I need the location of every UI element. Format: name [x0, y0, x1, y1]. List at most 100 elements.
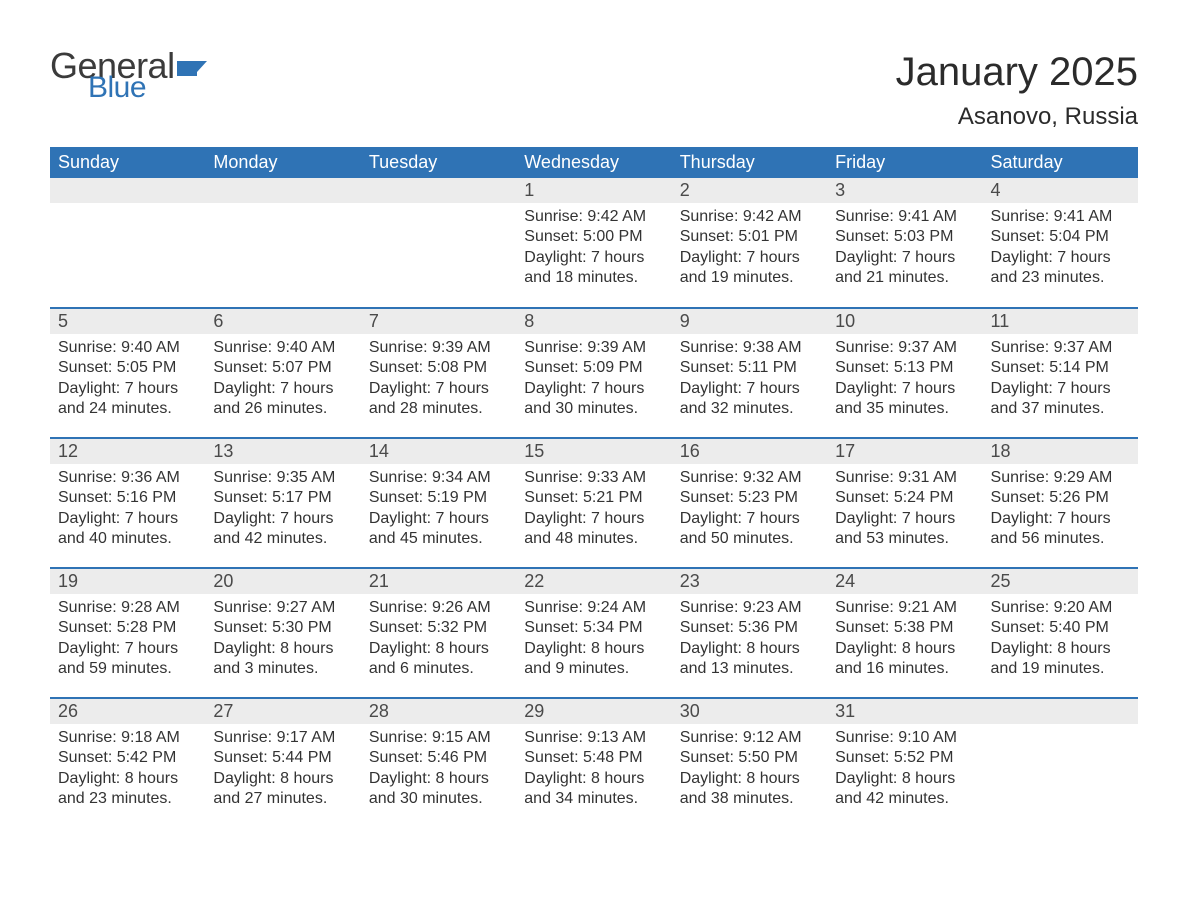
sunrise-line: Sunrise: 9:15 AM	[369, 728, 508, 748]
weekday-header: Wednesday	[516, 147, 671, 178]
daylight-minutes: 40	[89, 530, 107, 547]
day-body: Sunrise: 9:39 AMSunset: 5:08 PMDaylight:…	[361, 334, 516, 428]
calendar-cell: 14Sunrise: 9:34 AMSunset: 5:19 PMDayligh…	[361, 438, 516, 568]
sunrise-line: Sunrise: 9:35 AM	[213, 468, 352, 488]
daylight-minutes: 19	[1022, 660, 1040, 677]
sunrise-value: 9:23 AM	[743, 599, 802, 616]
day-body: Sunrise: 9:28 AMSunset: 5:28 PMDaylight:…	[50, 594, 205, 688]
day-number: 4	[983, 178, 1138, 203]
daylight-minutes: 23	[89, 790, 107, 807]
sunset-value: 5:46 PM	[428, 749, 488, 766]
daylight-hours: 8	[591, 770, 600, 787]
sunset-line: Sunset: 5:03 PM	[835, 227, 974, 247]
calendar-cell	[983, 698, 1138, 828]
daylight-line: Daylight: 8 hours and 23 minutes.	[58, 769, 197, 810]
daylight-line: Daylight: 8 hours and 6 minutes.	[369, 639, 508, 680]
sunrise-value: 9:18 AM	[121, 729, 180, 746]
sunset-value: 5:52 PM	[894, 749, 954, 766]
sunrise-value: 9:15 AM	[432, 729, 491, 746]
daylight-minutes: 19	[711, 269, 729, 286]
sunset-line: Sunset: 5:40 PM	[991, 618, 1130, 638]
daylight-hours: 8	[902, 640, 911, 657]
sunrise-value: 9:32 AM	[743, 469, 802, 486]
daylight-minutes: 6	[400, 660, 409, 677]
sunrise-value: 9:42 AM	[587, 208, 646, 225]
sunrise-line: Sunrise: 9:33 AM	[524, 468, 663, 488]
sunrise-line: Sunrise: 9:10 AM	[835, 728, 974, 748]
weekday-header: Friday	[827, 147, 982, 178]
day-body: Sunrise: 9:40 AMSunset: 5:05 PMDaylight:…	[50, 334, 205, 428]
day-body: Sunrise: 9:41 AMSunset: 5:03 PMDaylight:…	[827, 203, 982, 297]
sunrise-line: Sunrise: 9:18 AM	[58, 728, 197, 748]
day-number: 24	[827, 569, 982, 594]
day-body: Sunrise: 9:10 AMSunset: 5:52 PMDaylight:…	[827, 724, 982, 818]
daylight-hours: 7	[1057, 510, 1066, 527]
daylight-hours: 7	[902, 380, 911, 397]
day-body: Sunrise: 9:42 AMSunset: 5:00 PMDaylight:…	[516, 203, 671, 297]
sunset-line: Sunset: 5:48 PM	[524, 748, 663, 768]
calendar-cell: 19Sunrise: 9:28 AMSunset: 5:28 PMDayligh…	[50, 568, 205, 698]
sunrise-value: 9:37 AM	[898, 339, 957, 356]
daylight-minutes: 13	[711, 660, 729, 677]
daylight-hours: 7	[1057, 249, 1066, 266]
day-number: 6	[205, 309, 360, 334]
sunrise-line: Sunrise: 9:40 AM	[58, 338, 197, 358]
weekday-header: Monday	[205, 147, 360, 178]
calendar-cell: 28Sunrise: 9:15 AMSunset: 5:46 PMDayligh…	[361, 698, 516, 828]
calendar-cell: 1Sunrise: 9:42 AMSunset: 5:00 PMDaylight…	[516, 178, 671, 308]
sunset-value: 5:17 PM	[272, 489, 332, 506]
sunrise-value: 9:37 AM	[1054, 339, 1113, 356]
day-body: Sunrise: 9:29 AMSunset: 5:26 PMDaylight:…	[983, 464, 1138, 558]
calendar-cell: 17Sunrise: 9:31 AMSunset: 5:24 PMDayligh…	[827, 438, 982, 568]
sunrise-value: 9:29 AM	[1054, 469, 1113, 486]
daylight-line: Daylight: 8 hours and 34 minutes.	[524, 769, 663, 810]
sunrise-value: 9:31 AM	[898, 469, 957, 486]
sunset-value: 5:24 PM	[894, 489, 954, 506]
day-body: Sunrise: 9:31 AMSunset: 5:24 PMDaylight:…	[827, 464, 982, 558]
daylight-line: Daylight: 7 hours and 28 minutes.	[369, 379, 508, 420]
daylight-minutes: 27	[245, 790, 263, 807]
sunrise-value: 9:13 AM	[587, 729, 646, 746]
sunrise-line: Sunrise: 9:13 AM	[524, 728, 663, 748]
sunrise-line: Sunrise: 9:32 AM	[680, 468, 819, 488]
sunrise-value: 9:41 AM	[1054, 208, 1113, 225]
sunrise-value: 9:10 AM	[898, 729, 957, 746]
sunrise-value: 9:42 AM	[743, 208, 802, 225]
day-number: 20	[205, 569, 360, 594]
daylight-line: Daylight: 7 hours and 23 minutes.	[991, 248, 1130, 289]
day-body: Sunrise: 9:39 AMSunset: 5:09 PMDaylight:…	[516, 334, 671, 428]
daylight-minutes: 42	[866, 790, 884, 807]
daylight-minutes: 45	[400, 530, 418, 547]
sunset-value: 5:04 PM	[1049, 228, 1109, 245]
daylight-hours: 7	[746, 510, 755, 527]
weekday-header: Thursday	[672, 147, 827, 178]
sunset-line: Sunset: 5:16 PM	[58, 488, 197, 508]
sunset-value: 5:32 PM	[428, 619, 488, 636]
daylight-line: Daylight: 7 hours and 59 minutes.	[58, 639, 197, 680]
sunrise-line: Sunrise: 9:12 AM	[680, 728, 819, 748]
sunset-value: 5:48 PM	[583, 749, 643, 766]
day-number: 21	[361, 569, 516, 594]
day-body: Sunrise: 9:20 AMSunset: 5:40 PMDaylight:…	[983, 594, 1138, 688]
sunset-value: 5:30 PM	[272, 619, 332, 636]
day-body: Sunrise: 9:24 AMSunset: 5:34 PMDaylight:…	[516, 594, 671, 688]
daylight-hours: 8	[280, 770, 289, 787]
daylight-minutes: 30	[400, 790, 418, 807]
daylight-hours: 7	[125, 380, 134, 397]
sunset-line: Sunset: 5:23 PM	[680, 488, 819, 508]
sunset-value: 5:16 PM	[117, 489, 177, 506]
day-number: 2	[672, 178, 827, 203]
sunrise-line: Sunrise: 9:29 AM	[991, 468, 1130, 488]
day-body: Sunrise: 9:18 AMSunset: 5:42 PMDaylight:…	[50, 724, 205, 818]
brand-logo: General Blue	[50, 50, 207, 101]
daylight-hours: 7	[591, 510, 600, 527]
sunset-line: Sunset: 5:05 PM	[58, 358, 197, 378]
sunrise-value: 9:40 AM	[121, 339, 180, 356]
sunrise-line: Sunrise: 9:36 AM	[58, 468, 197, 488]
sunset-value: 5:40 PM	[1049, 619, 1109, 636]
day-body: Sunrise: 9:42 AMSunset: 5:01 PMDaylight:…	[672, 203, 827, 297]
sunset-value: 5:28 PM	[117, 619, 177, 636]
daylight-hours: 8	[902, 770, 911, 787]
daylight-hours: 7	[591, 380, 600, 397]
day-body: Sunrise: 9:36 AMSunset: 5:16 PMDaylight:…	[50, 464, 205, 558]
